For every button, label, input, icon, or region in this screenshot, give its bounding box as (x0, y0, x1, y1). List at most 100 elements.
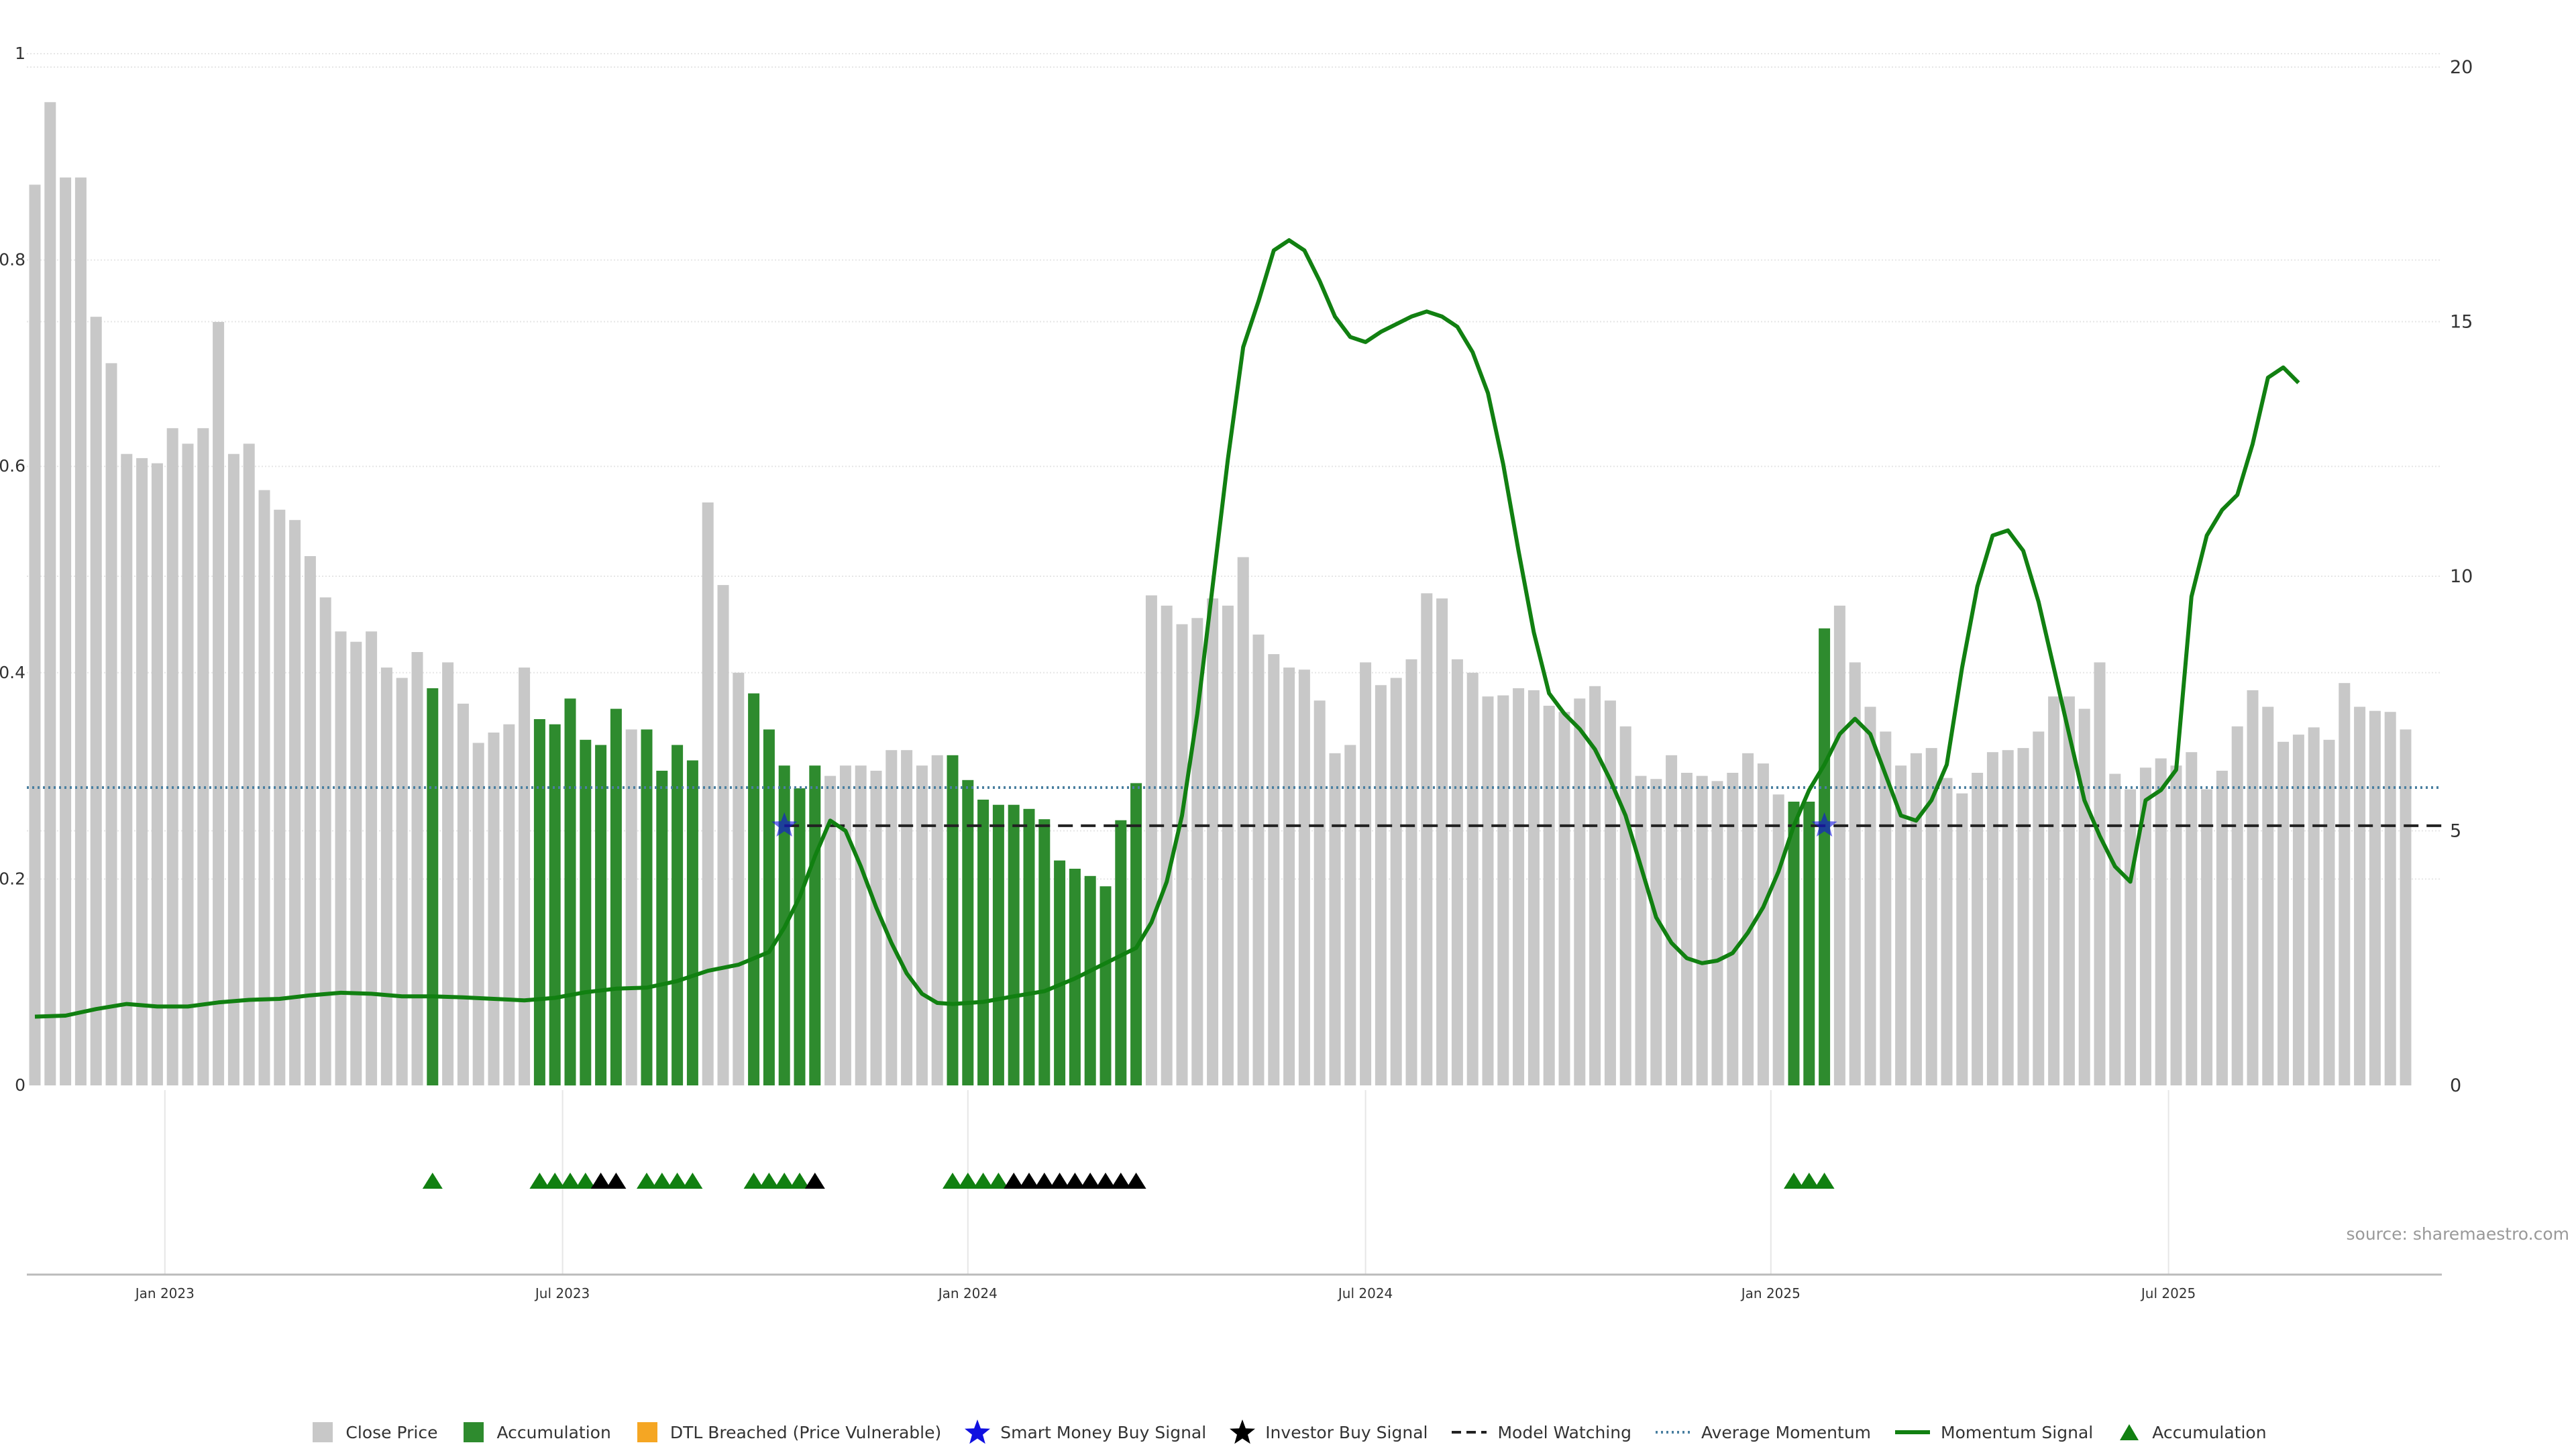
accumulation-bar (1008, 804, 1020, 1085)
close-price-bar (1925, 748, 1937, 1085)
close-price-bar (2139, 767, 2151, 1085)
accumulation-bar (1115, 820, 1127, 1085)
investor-marker (1034, 1173, 1055, 1189)
close-price-bar (1864, 706, 1876, 1085)
legend-label: Investor Buy Signal (1265, 1422, 1428, 1442)
close-price-bar (1268, 654, 1280, 1085)
accumulation-bar (1130, 783, 1142, 1085)
x-tick-label: Jul 2023 (534, 1285, 590, 1301)
legend-item: DTL Breached (Price Vulnerable) (634, 1419, 941, 1446)
investor-marker (1065, 1173, 1085, 1189)
legend-label: Accumulation (2152, 1422, 2267, 1442)
close-price-bar (2247, 690, 2259, 1085)
close-price-bar (1972, 773, 1984, 1085)
close-price-bar (1527, 690, 1540, 1085)
close-price-bar (2339, 683, 2351, 1085)
y-right-tick-label: 20 (2450, 57, 2473, 78)
close-price-bar (1727, 773, 1739, 1085)
close-price-bar (1757, 763, 1769, 1085)
legend-item: Momentum Signal (1894, 1419, 2093, 1446)
accumulation-bar (1099, 886, 1112, 1085)
close-price-bar (44, 102, 56, 1085)
investor-marker (1095, 1173, 1116, 1189)
star-icon (965, 1419, 991, 1444)
close-price-bar (289, 520, 301, 1085)
close-price-bar (2063, 696, 2075, 1085)
legend-item: Close Price (309, 1419, 437, 1446)
line-icon (1895, 1430, 1931, 1434)
close-price-bar (1176, 624, 1188, 1085)
close-price-bar (197, 428, 209, 1085)
close-price-bar (1986, 752, 1998, 1085)
accumulation-bar (809, 765, 821, 1085)
close-price-bar (702, 502, 714, 1085)
accumulation-bar (947, 755, 959, 1085)
dash-icon (1452, 1431, 1487, 1434)
close-price-bar (1941, 777, 1953, 1085)
close-price-bar (1436, 598, 1448, 1085)
accumulation-marker (988, 1173, 1009, 1189)
close-price-bar (1666, 755, 1678, 1085)
accumulation-bar (1788, 802, 1800, 1085)
accumulation-marker (774, 1173, 795, 1189)
close-price-bar (2033, 731, 2045, 1085)
legend-label: Accumulation (496, 1422, 611, 1442)
accumulation-bar (564, 698, 576, 1086)
legend-item: Accumulation (2116, 1419, 2267, 1446)
accumulation-marker (575, 1173, 596, 1189)
close-price-bar (1604, 700, 1616, 1085)
investor-marker (1019, 1173, 1039, 1189)
close-price-bar (2002, 750, 2014, 1085)
close-price-bar (227, 453, 239, 1085)
close-price-bar (2369, 710, 2381, 1085)
accumulation-bar (1023, 808, 1035, 1085)
close-price-bar (1405, 659, 1417, 1085)
accumulation-marker (529, 1173, 550, 1189)
close-price-bar (1375, 685, 1387, 1085)
y-left-tick-label: 0.4 (0, 663, 25, 682)
close-price-bar (2078, 708, 2090, 1085)
close-price-bar (1833, 605, 1845, 1085)
close-price-bar (824, 775, 837, 1085)
close-price-bar (839, 765, 851, 1085)
close-price-bar (1956, 793, 1968, 1085)
accumulation-marker (943, 1173, 963, 1189)
legend-label: Average Momentum (1701, 1422, 1872, 1442)
close-price-bar (1252, 634, 1265, 1085)
close-price-bar (1482, 696, 1494, 1085)
close-price-bar (1329, 753, 1341, 1085)
close-price-bar (151, 463, 163, 1085)
legend: Close Price Accumulation DTL Breached (Pri… (0, 1415, 2576, 1449)
y-left-tick-label: 0 (15, 1075, 25, 1095)
close-price-bar (105, 363, 117, 1085)
close-price-bar (457, 703, 469, 1085)
close-price-bar (519, 667, 531, 1085)
square-icon (637, 1422, 657, 1442)
close-price-bar (182, 443, 194, 1085)
accumulation-bar (763, 729, 775, 1085)
y-right-tick-label: 15 (2450, 312, 2473, 333)
close-price-bar (350, 641, 362, 1085)
investor-marker (1126, 1173, 1146, 1189)
x-tick-label: Jul 2024 (1337, 1285, 1393, 1301)
close-price-bar (885, 750, 898, 1085)
close-price-bar (1513, 688, 1525, 1085)
square-icon (313, 1422, 333, 1442)
y-left-tick-label: 0.8 (0, 250, 25, 270)
close-price-bar (1711, 781, 1723, 1085)
accumulation-bar (748, 693, 760, 1085)
legend-item: Model Watching (1450, 1419, 1631, 1446)
close-price-bar (901, 750, 913, 1085)
x-tick-label: Jan 2025 (1740, 1285, 1801, 1301)
triangle-icon (2120, 1424, 2139, 1440)
accumulation-bar (533, 719, 545, 1085)
close-price-bar (366, 631, 378, 1085)
legend-item: Accumulation (460, 1419, 611, 1446)
close-price-bar (1237, 557, 1249, 1085)
close-price-bar (2109, 773, 2121, 1085)
legend-label: Smart Money Buy Signal (1000, 1422, 1207, 1442)
close-price-bar (274, 509, 286, 1085)
close-price-bar (2048, 696, 2060, 1085)
close-price-bar (2308, 727, 2320, 1085)
close-price-bar (472, 743, 484, 1085)
